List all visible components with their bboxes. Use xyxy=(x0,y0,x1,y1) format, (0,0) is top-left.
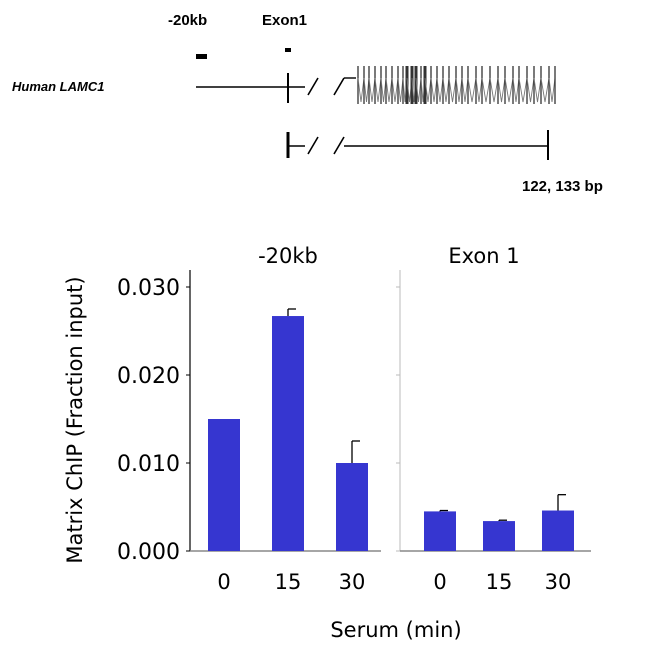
y-tick-label: 0.030 xyxy=(117,276,180,301)
intron-connector xyxy=(385,77,393,103)
bar xyxy=(208,419,240,551)
chart-2-title: Exon 1 xyxy=(448,244,519,268)
scale-break-1 xyxy=(307,136,319,155)
probe-20kb-label: -20kb xyxy=(168,12,207,29)
y-tick-label: 0.000 xyxy=(117,540,180,565)
gene-map: -20kb Exon1 Human LAMC1 122, 133 bp xyxy=(12,12,603,195)
intron-connector xyxy=(467,77,477,103)
intron-connector xyxy=(461,77,469,103)
intron-connector xyxy=(415,77,422,103)
x-tick-label: 15 xyxy=(275,570,302,594)
intron-connector xyxy=(475,77,483,103)
bar xyxy=(272,316,304,551)
intron-connector xyxy=(526,77,535,103)
intron-connector xyxy=(380,77,387,103)
bar xyxy=(336,463,368,551)
intron-connector xyxy=(489,77,499,103)
x-tick-label: 30 xyxy=(339,570,366,594)
intron-connector xyxy=(442,77,450,103)
chart-1-title: -20kb xyxy=(258,244,318,268)
intron-connector xyxy=(391,77,399,103)
break-mark-2 xyxy=(333,77,345,96)
bars xyxy=(208,316,574,551)
intron-connector xyxy=(455,77,463,103)
intron-connector xyxy=(397,77,404,103)
bar xyxy=(542,510,574,551)
intron-connector xyxy=(512,77,520,103)
probe-exon1-label: Exon1 xyxy=(262,12,307,29)
intron-connector xyxy=(481,77,491,103)
intron-connector xyxy=(368,77,376,103)
intron-connector xyxy=(424,77,432,103)
scale-break-2 xyxy=(333,136,345,155)
intron-connector xyxy=(374,77,382,103)
x-tick-label: 0 xyxy=(217,570,230,594)
y-tick-label: 0.010 xyxy=(117,452,180,477)
intron-connector xyxy=(436,77,444,103)
bar xyxy=(483,521,515,551)
intron-connector xyxy=(504,77,514,103)
intron-connector xyxy=(497,77,506,103)
x-axis-label: Serum (min) xyxy=(330,618,461,642)
gene-length-label: 122, 133 bp xyxy=(522,178,603,195)
x-tick-labels: 0 15 30 0 15 30 xyxy=(217,570,571,594)
intron-connector xyxy=(363,77,370,103)
intron-connector xyxy=(518,77,528,103)
x-tick-label: 30 xyxy=(545,570,572,594)
y-tick-label: 0.020 xyxy=(117,364,180,389)
intron-connector xyxy=(357,77,365,103)
probe-20kb-marker xyxy=(196,54,207,59)
y-axis-label: Matrix ChIP (Fraction input) xyxy=(63,276,87,563)
break-mark-1 xyxy=(307,77,319,96)
x-tick-label: 15 xyxy=(486,570,513,594)
exon-structure xyxy=(357,66,556,104)
intron-connector xyxy=(540,77,550,103)
intron-connector xyxy=(448,77,457,103)
probe-exon1-marker xyxy=(285,48,291,52)
gene-name-label: Human LAMC1 xyxy=(12,79,104,94)
y-tick-labels: 0.000 0.010 0.020 0.030 xyxy=(117,276,180,565)
bar xyxy=(424,511,456,551)
error-bars xyxy=(287,308,566,522)
x-tick-label: 0 xyxy=(433,570,446,594)
intron-connector xyxy=(430,77,438,103)
axes xyxy=(186,270,591,552)
intron-connector xyxy=(548,77,556,103)
intron-connector xyxy=(533,77,542,103)
